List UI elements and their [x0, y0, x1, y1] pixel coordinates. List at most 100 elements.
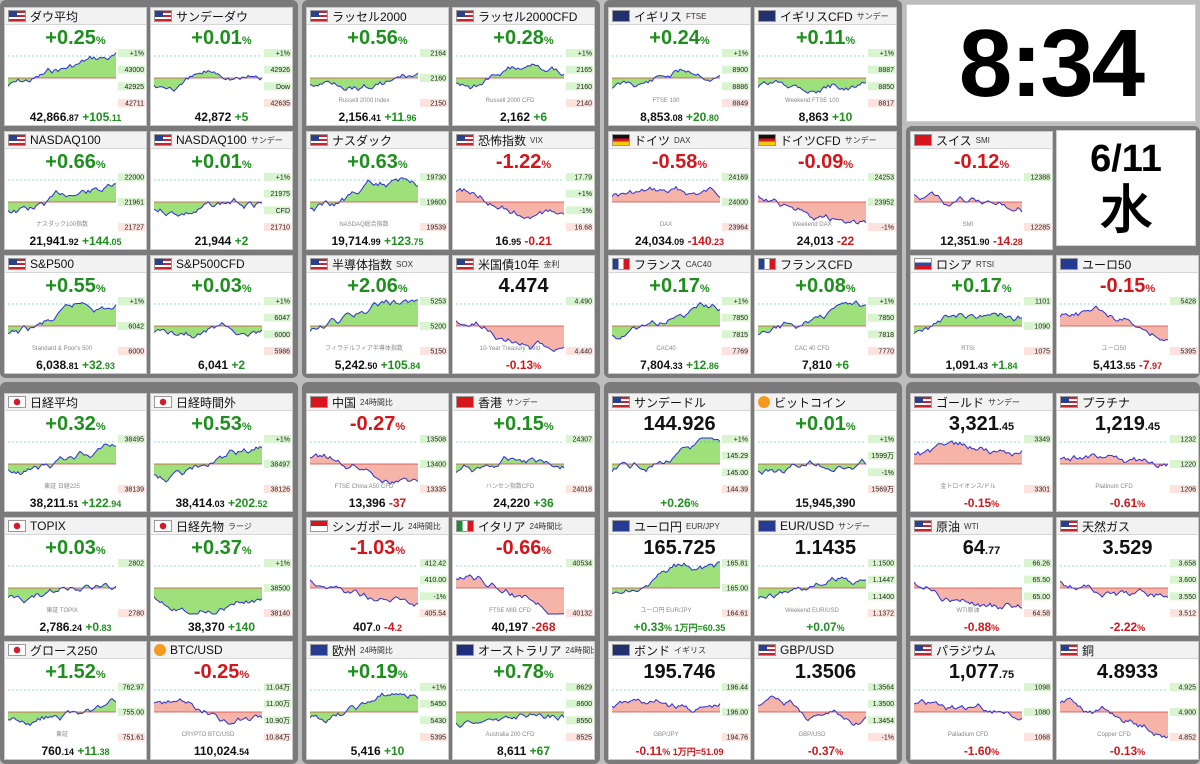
tick-label: 194.76: [727, 735, 749, 742]
ticker-panel[interactable]: シンガポール 24時間比 -1.03% 412.42 410.00 -1% 405.54 40…: [306, 517, 449, 636]
ticker-panel[interactable]: 日経時間外 +0.53% +1% 38497 38126 38,414.03 +202.5…: [150, 393, 293, 512]
main-value-number: +0.32: [45, 413, 96, 435]
chart-line: [154, 69, 263, 92]
ticker-panel[interactable]: ラッセル2000CFD +0.28% Russell 2000 CFD +1% 2165…: [452, 7, 595, 126]
panel-subtitle: サンデー: [250, 135, 283, 145]
ticker-panel[interactable]: ドイツ DAX -0.58% DAX 24169 24000 23964 24,034.09 …: [608, 131, 751, 250]
ticker-panel[interactable]: GBP/USD 1.3506 GBP/USD 1.3564 1.3500 1.3454 -1…: [754, 641, 897, 760]
ticker-panel[interactable]: ナスダック +0.63% NASDAQ総合指数 19730 19600 19539 19,7…: [306, 131, 449, 250]
ticker-panel[interactable]: プラチナ 1,219.45 Platinum CFD 1232 1220 1206 -0.6…: [1056, 393, 1199, 512]
ticker-panel[interactable]: イギリスCFD サンデー +0.11% Weekend FTSE 100 +1% 8887…: [754, 7, 897, 126]
ticker-panel[interactable]: NASDAQ100 サンデー +0.01% +1% 21975 CFD 21710 21,94…: [150, 131, 293, 250]
main-value: +0.17%: [609, 275, 750, 298]
change-value: +122: [81, 496, 109, 510]
tick-label: 165.81: [727, 561, 749, 568]
tick-label: 1101: [1035, 299, 1050, 306]
main-value-number: -0.27: [349, 413, 396, 435]
mini-chart: 金トロイオンス/ドル 3349 3301: [914, 435, 1051, 494]
last-price: 5,242: [334, 358, 365, 372]
tick-label-bg: [1024, 435, 1051, 443]
ticker-panel[interactable]: ラッセル2000 +0.56% Russell 2000 Index 2164 2160…: [306, 7, 449, 126]
chart-area: [456, 64, 564, 89]
ticker-panel[interactable]: 中国 24時間比 -0.27% FTSE China A50 CFD 13508 1340…: [306, 393, 449, 512]
tick-label-bg: [868, 468, 895, 477]
tick-label-bg: [722, 82, 749, 91]
ticker-panel[interactable]: 銅 4.8933 Copper CFD 4.925 4.900 4.852 -0.13%: [1056, 641, 1199, 760]
tick-label: 755.00: [123, 710, 145, 717]
tick-label: 40132: [573, 611, 593, 618]
tick-label: 3.658: [1178, 561, 1196, 568]
ticker-panel[interactable]: 恐怖指数 VIX -1.22% 17.79 +1% -1% 16.68 16.95 -0.21: [452, 131, 595, 250]
tick-label: 7815: [732, 332, 748, 339]
chart-watermark: GBP/USD: [798, 732, 826, 738]
ticker-panel[interactable]: ユーロ50 -0.15% ユーロ50 5428 5395 5,413.55 -7.97: [1056, 255, 1199, 374]
last-price-decimal: .95: [508, 237, 522, 247]
ticker-panel[interactable]: パラジウム 1,077.75 Palladium CFD 1098 1080 1068 -1…: [910, 641, 1053, 760]
ticker-panel[interactable]: S&P500CFD +0.03% +1% 6047 6000 5986 6,041 +2: [150, 255, 293, 374]
ticker-panel[interactable]: 香港 サンデー +0.15% ハンセン指数CFD 24307 24018 24,220 +3…: [452, 393, 595, 512]
chart-line: [1060, 580, 1169, 598]
ticker-panel[interactable]: ビットコイン +0.01% +1% 1599万 -1% 1569万 15,945,390: [754, 393, 897, 512]
ticker-panel[interactable]: 半導体指数 SOX +2.06% フィラデルフィア半導体指数 5253 5200 5150 5…: [306, 255, 449, 374]
bottom-values: 7,804.33 +12.86: [609, 358, 750, 373]
ticker-panel[interactable]: 日経先物 ラージ +0.37% +1% 38500 38140 38,370 +140: [150, 517, 293, 636]
tick-label-bg: [420, 322, 447, 330]
main-value-number: 64: [962, 537, 985, 559]
chart-area: [310, 73, 418, 91]
ticker-panel[interactable]: イタリア 24時間比 -0.66% FTSE MIB CFD 40534 40132 40,…: [452, 517, 595, 636]
ticker-panel[interactable]: ユーロ円 EUR/JPY 165.725 ユーロ円 EUR/JPY 165.81 165.…: [608, 517, 751, 636]
tick-label: 7850: [878, 315, 894, 322]
main-value-unit: %: [543, 421, 554, 433]
panel-subtitle: サンデー: [838, 521, 871, 531]
last-price: 42,866: [29, 110, 67, 124]
panel-title: 原油: [936, 519, 961, 534]
tick-label-bg: [868, 82, 895, 91]
ticker-panel[interactable]: 原油 WTI 64.77 WTI原油 66.26 65.50 65.00 64.58 -0.88…: [910, 517, 1053, 636]
panel-title: サンデードル: [634, 395, 707, 410]
ticker-panel[interactable]: フランスCFD +0.08% CAC 40 CFD +1% 7850 7818 7770 7,…: [754, 255, 897, 374]
ticker-panel[interactable]: オーストラリア24時間比 +0.78% Australia 200 CFD 8629 8…: [452, 641, 595, 760]
ticker-panel[interactable]: EUR/USD サンデー 1.1435 Weekend EUR/USD 1.1500 1.…: [754, 517, 897, 636]
ticker-panel[interactable]: フランス CAC40 +0.17% CAC40 +1% 7850 7815 7769 7,804…: [608, 255, 751, 374]
chart-area: [8, 444, 116, 475]
bottom-values: 2,162 +6: [453, 110, 594, 125]
main-value-unit: .75: [998, 669, 1015, 681]
chart-area: [758, 78, 866, 94]
ticker-panel[interactable]: グロース250 +1.52% 東証 762.97 755.00 751.61 760.14 …: [4, 641, 147, 760]
de-flag-icon: [612, 134, 630, 146]
ticker-panel[interactable]: ドイツCFD サンデー -0.09% Weekend DAX 24253 23952 -1%…: [754, 131, 897, 250]
chart-area: [456, 712, 564, 728]
tick-label-bg: [420, 198, 447, 206]
ticker-panel[interactable]: 日経平均 +0.32% 東証 日経225 38495 38139 38,211.51 +1…: [4, 393, 147, 512]
last-price: 1,091: [945, 358, 976, 372]
ticker-panel[interactable]: ダウ平均 +0.25% +1% 43000 42925 42711 42,866.87 +1…: [4, 7, 147, 126]
ticker-panel[interactable]: イギリス FTSE +0.24% FTSE 100 +1% 8900 8886 8849 8,8…: [608, 7, 751, 126]
panel-title: 日経時間外: [176, 395, 237, 410]
ticker-panel[interactable]: NASDAQ100 +0.66% ナスダック100指数 22000 21961 21727…: [4, 131, 147, 250]
chart-area: [914, 313, 1022, 334]
ticker-panel[interactable]: S&P500 +0.55% Standard & Poor's 500 +1% 6042…: [4, 255, 147, 374]
tick-label-bg: [420, 683, 447, 691]
ticker-panel[interactable]: サンデードル 144.926 +1% 145.29 145.00 144.39 +0.26%: [608, 393, 751, 512]
main-value-number: +0.55: [45, 275, 96, 297]
tick-label: 66.26: [1032, 561, 1050, 568]
tick-label-bg: [1024, 322, 1051, 330]
ticker-panel[interactable]: 欧州 24時間比 +0.19% +1% 5450 5430 5395 5,416 +10: [306, 641, 449, 760]
panel-header: NASDAQ100: [5, 132, 146, 149]
ticker-panel[interactable]: ゴールド サンデー 3,321.45 金トロイオンス/ドル 3349 3301 -0.15%: [910, 393, 1053, 512]
chart-line: [612, 698, 721, 713]
chart-line: [310, 177, 419, 212]
ticker-panel[interactable]: TOPIX +0.03% 東証 TOPIX 2802 2780 2,786.24 +0.8…: [4, 517, 147, 636]
tick-label: +1%: [276, 299, 290, 306]
ticker-panel[interactable]: スイス SMI -0.12% SMI 12388 12285 12,351.90 -14.2…: [910, 131, 1053, 250]
main-value: +0.17%: [911, 275, 1052, 298]
tick-label-bg: [420, 49, 447, 57]
ticker-panel[interactable]: 天然ガス 3.529 3.658 3.600 3.550 3.512 -2.22%: [1056, 517, 1199, 636]
ticker-panel[interactable]: ロシア RTSI +0.17% RTSI 1101 1090 1075 1,091.43 +1…: [910, 255, 1053, 374]
ticker-panel[interactable]: ボンド イギリス 195.746 GBP/JPY 196.44 196.00 194.76 -…: [608, 641, 751, 760]
ticker-panel[interactable]: BTC/USD -0.25% CRYPTO BTC/USD 11.04万 11.00万 1…: [150, 641, 293, 760]
ticker-panel[interactable]: サンデーダウ +0.01% +1% 42926 Dow 42635 42,872 +5: [150, 7, 293, 126]
ticker-panel[interactable]: 米国債10年 金利 4.474 10-Year Treasury Yield 4.490…: [452, 255, 595, 374]
mini-chart: 東証 日経225 38495 38139: [8, 435, 145, 494]
last-price-decimal: .03: [212, 499, 225, 509]
